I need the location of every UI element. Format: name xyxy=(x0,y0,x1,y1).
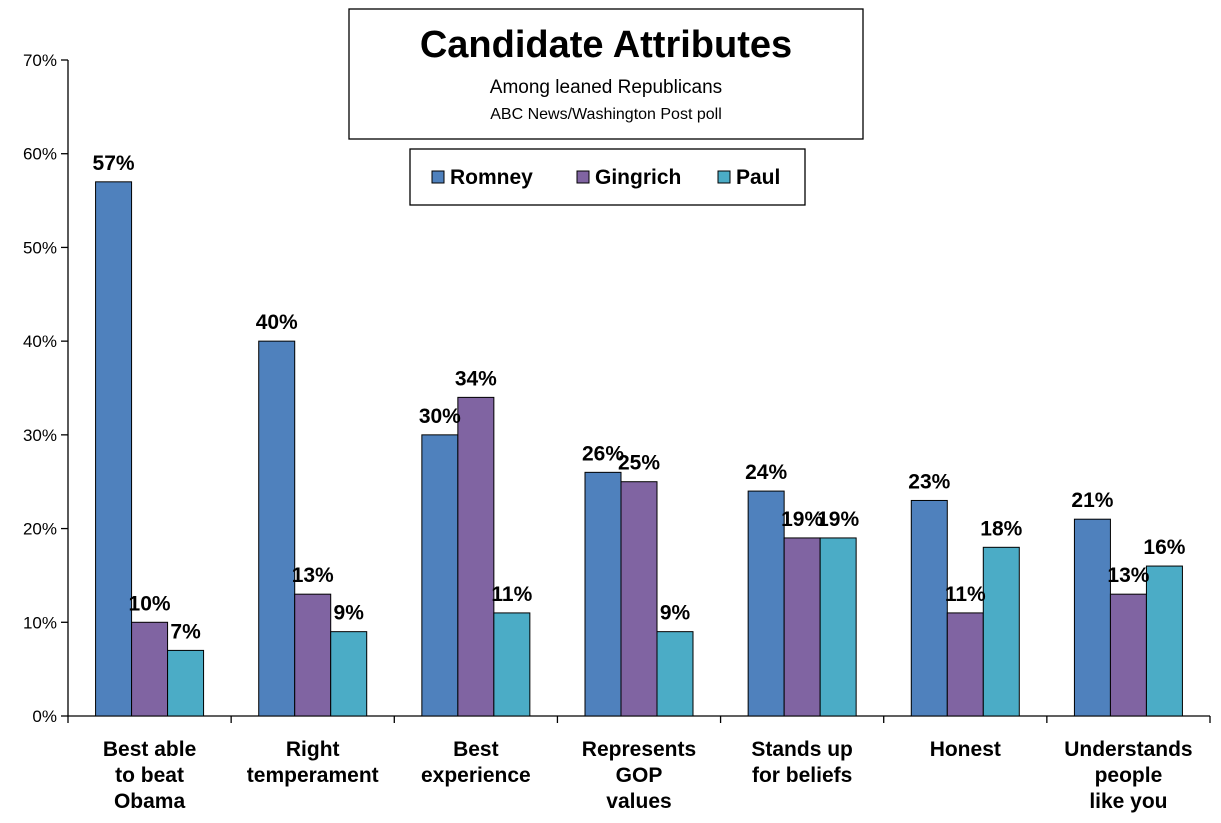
bar-romney xyxy=(910,499,948,717)
bar-romney xyxy=(95,181,133,717)
data-label: 13% xyxy=(292,564,334,587)
y-tick-label: 20% xyxy=(23,520,57,539)
title-box: Candidate Attributes Among leaned Republ… xyxy=(348,8,864,140)
data-label: 18% xyxy=(980,517,1022,540)
chart-title: Candidate Attributes xyxy=(420,24,792,66)
bar-romney xyxy=(1073,518,1111,717)
x-tick-label-line: temperament xyxy=(247,764,379,787)
bar-gingrich xyxy=(131,621,169,717)
data-label: 34% xyxy=(455,367,497,390)
data-label: 57% xyxy=(93,152,135,175)
y-tick-label: 60% xyxy=(23,145,57,164)
legend: Romney Gingrich Paul xyxy=(409,148,806,206)
legend-label-gingrich: Gingrich xyxy=(595,166,681,189)
x-tick-label: Represents GOP values xyxy=(582,738,696,813)
data-label: 24% xyxy=(745,461,787,484)
data-label: 19% xyxy=(817,508,859,531)
bar-gingrich xyxy=(620,481,658,717)
x-tick-label: Right temperament xyxy=(247,738,379,787)
x-tick-label-line: people xyxy=(1095,764,1163,787)
y-tick-label: 50% xyxy=(23,238,57,257)
bar-paul xyxy=(167,649,205,717)
x-tick-label-line: Understands xyxy=(1064,738,1192,761)
data-label: 19% xyxy=(781,508,823,531)
x-tick-label-line: for beliefs xyxy=(752,764,852,787)
legend-swatch-paul xyxy=(717,170,731,184)
y-tick-label: 70% xyxy=(23,51,57,70)
bar-gingrich xyxy=(1109,593,1147,717)
y-tick-label: 40% xyxy=(23,332,57,351)
data-label: 11% xyxy=(945,583,986,606)
y-tick-label: 0% xyxy=(32,707,57,726)
y-tick-label: 10% xyxy=(23,613,57,632)
bar-paul xyxy=(330,631,368,717)
legend-swatch-romney xyxy=(431,170,445,184)
data-label: 11% xyxy=(491,583,532,606)
data-label: 40% xyxy=(256,311,298,334)
x-tick-label-line: Best xyxy=(453,738,499,761)
x-tick-label-line: Right xyxy=(286,738,340,761)
x-tick-label: Best experience xyxy=(421,738,531,787)
x-tick-label-line: Stands up xyxy=(751,738,853,761)
data-label: 9% xyxy=(334,602,365,625)
data-label: 30% xyxy=(419,405,461,428)
bar-paul xyxy=(493,612,531,717)
x-tick-label-line: GOP xyxy=(616,764,663,787)
x-tick-label: Best able to beat Obama xyxy=(103,738,196,813)
bar-paul xyxy=(656,631,694,717)
legend-swatch-gingrich xyxy=(576,170,590,184)
x-tick-label-line: Represents xyxy=(582,738,696,761)
bar-romney xyxy=(747,490,785,717)
x-tick-label-line: like you xyxy=(1089,790,1167,813)
chart-subtitle: Among leaned Republicans xyxy=(490,77,722,98)
data-label: 9% xyxy=(660,602,691,625)
legend-label-paul: Paul xyxy=(736,166,780,189)
x-tick-label-line: to beat xyxy=(115,764,184,787)
bar-paul xyxy=(819,537,857,717)
bar-gingrich xyxy=(457,396,495,717)
data-label: 13% xyxy=(1107,564,1149,587)
y-tick-label: 30% xyxy=(23,426,57,445)
x-tick-label: Honest xyxy=(930,738,1001,761)
legend-border xyxy=(409,148,806,206)
x-tick-label-line: Obama xyxy=(114,790,186,813)
title-box-border xyxy=(348,8,864,140)
data-label: 7% xyxy=(170,620,201,643)
bar-romney xyxy=(258,340,296,717)
x-tick-label: Understands people like you xyxy=(1064,738,1192,813)
legend-label-romney: Romney xyxy=(450,166,533,189)
axes-layer: 0% 10% 20% 30% 40% 50% 60% 70% Best able to beat O… xyxy=(23,51,1211,813)
data-label: 23% xyxy=(908,470,950,493)
bar-romney xyxy=(421,434,459,717)
data-label: 25% xyxy=(618,452,660,475)
chart-source: ABC News/Washington Post poll xyxy=(490,106,722,123)
bar-paul xyxy=(982,546,1020,717)
value-labels-layer: 57% 40% 30% 26% 24% 23% 21% 10% 13% 34% 25% 19% 11% 1… xyxy=(93,152,1186,644)
x-tick-label-line: experience xyxy=(421,764,531,787)
x-tick-label-line: values xyxy=(606,790,671,813)
data-label: 26% xyxy=(582,442,624,465)
x-tick-label-line: Honest xyxy=(930,738,1001,761)
bar-gingrich xyxy=(946,612,984,717)
bars-layer xyxy=(95,181,1183,717)
bar-gingrich xyxy=(294,593,332,717)
data-label: 21% xyxy=(1071,489,1113,512)
bar-gingrich xyxy=(783,537,821,717)
data-label: 10% xyxy=(129,592,171,615)
x-tick-label-line: Best able xyxy=(103,738,196,761)
x-tick-label: Stands up for beliefs xyxy=(751,738,853,787)
data-label: 16% xyxy=(1143,536,1185,559)
bar-romney xyxy=(584,471,622,717)
bar-paul xyxy=(1145,565,1183,717)
